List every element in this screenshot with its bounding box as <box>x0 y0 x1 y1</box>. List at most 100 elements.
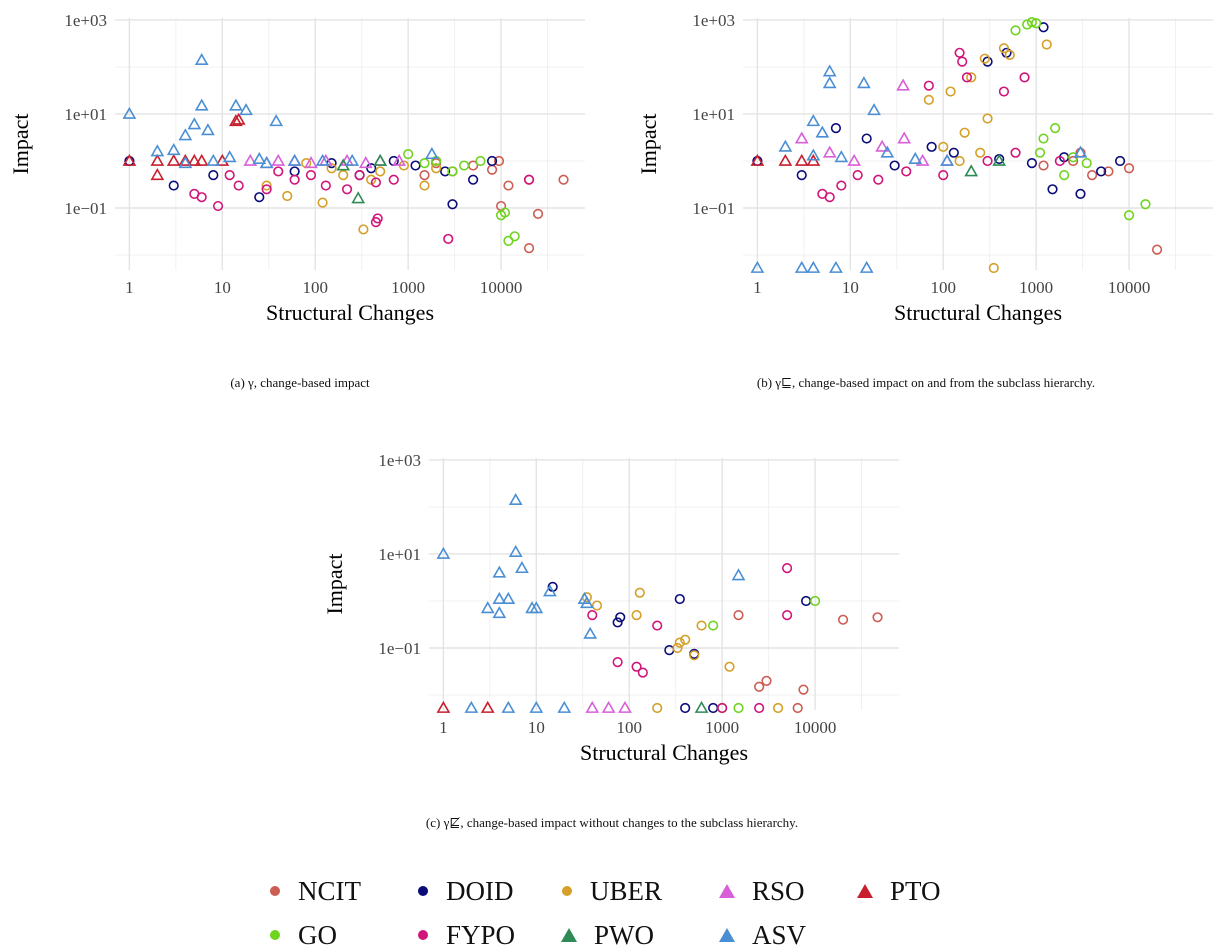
data-point <box>806 260 821 273</box>
data-point <box>961 72 973 83</box>
data-point <box>1059 170 1070 181</box>
data-point <box>1004 49 1015 61</box>
data-point <box>957 56 968 67</box>
chart-panel-b: 1 10 100 1000 10000 1e−01 1e+01 1e+03 Structural… <box>628 0 1224 360</box>
legend-item-pwo: PWO <box>560 918 654 952</box>
legend-item-doid: DOID <box>416 874 514 908</box>
scatter-chart-b: 1 10 100 1000 10000 1e−01 1e+01 1e+03 Structural… <box>636 11 1213 325</box>
data-point <box>492 591 507 604</box>
data-point <box>464 700 479 713</box>
legend-item-go: GO <box>268 918 337 952</box>
data-point <box>273 166 284 177</box>
y-tick-label: 1e−01 <box>378 639 421 658</box>
data-point <box>637 667 648 678</box>
data-point <box>612 617 623 628</box>
data-point <box>486 155 498 167</box>
scatter-chart-c: 1 10 100 1000 10000 1e−01 1e+01 1e+03 Structural… <box>322 451 899 765</box>
data-point <box>1026 158 1038 169</box>
data-point <box>664 645 675 656</box>
data-point <box>410 160 421 171</box>
y-tick-label: 1e+03 <box>692 11 735 30</box>
data-point <box>822 76 837 89</box>
points <box>122 52 569 254</box>
data-point <box>782 563 793 574</box>
data-point <box>1140 199 1151 210</box>
data-point <box>196 192 207 203</box>
data-point <box>440 166 451 177</box>
data-point <box>289 174 300 185</box>
data-point <box>954 155 965 167</box>
data-point <box>1114 155 1126 167</box>
data-point <box>1047 184 1058 195</box>
data-point <box>938 170 949 181</box>
data-point <box>480 700 495 713</box>
data-point <box>982 155 993 167</box>
data-point <box>1019 72 1030 83</box>
data-point <box>979 53 990 64</box>
data-point <box>493 155 505 167</box>
data-point <box>998 43 1010 54</box>
data-point <box>206 153 221 166</box>
data-point <box>830 123 842 134</box>
data-point <box>782 610 793 621</box>
data-point <box>861 133 872 144</box>
x-tick-label: 10000 <box>480 278 523 297</box>
data-point <box>872 612 883 623</box>
data-point <box>708 702 719 714</box>
y-tick-label: 1e+01 <box>64 105 107 124</box>
data-point <box>443 233 454 245</box>
data-point <box>492 606 507 619</box>
data-point <box>304 156 318 169</box>
data-point <box>794 131 809 144</box>
data-point <box>794 260 809 273</box>
legend-label: RSO <box>752 875 805 906</box>
y-tick-label: 1e+03 <box>64 11 107 30</box>
data-point <box>612 657 623 668</box>
data-point <box>222 150 237 163</box>
data-point <box>259 156 274 169</box>
data-point <box>1075 188 1086 199</box>
data-point <box>271 153 286 166</box>
legend-item-asv: ASV <box>718 918 806 952</box>
y-tick-label: 1e+01 <box>378 545 421 564</box>
legend-marker <box>418 886 428 896</box>
y-tick-label: 1e+03 <box>378 451 421 470</box>
y-tick-label: 1e+01 <box>692 105 735 124</box>
data-point <box>1103 166 1114 177</box>
data-point <box>194 98 209 111</box>
data-point <box>419 170 430 181</box>
data-point <box>261 180 272 191</box>
data-point <box>150 168 165 181</box>
data-point <box>680 702 691 714</box>
x-tick-label: 100 <box>302 278 328 297</box>
data-point <box>940 153 954 166</box>
data-point <box>501 700 516 713</box>
x-axis-title: Structural Changes <box>894 300 1062 325</box>
data-point <box>1038 133 1049 144</box>
y-axis-title: Impact <box>8 113 33 174</box>
data-point <box>847 153 862 166</box>
data-point <box>822 145 837 158</box>
data-point <box>731 568 746 581</box>
data-point <box>1054 155 1065 167</box>
data-point <box>824 192 835 203</box>
data-point <box>468 174 479 185</box>
data-point <box>901 166 912 177</box>
data-point <box>269 114 284 127</box>
data-point <box>373 153 388 166</box>
legend-marker <box>719 928 735 942</box>
data-point <box>372 213 383 224</box>
data-point <box>239 103 253 116</box>
data-point <box>515 561 529 574</box>
data-point <box>231 112 246 125</box>
data-point <box>822 64 837 77</box>
data-point <box>194 153 209 166</box>
data-point <box>615 612 626 623</box>
y-tick-label: 1e−01 <box>64 199 107 218</box>
data-point <box>436 700 451 713</box>
data-point <box>289 166 300 177</box>
data-point <box>419 180 430 191</box>
data-point <box>419 158 430 169</box>
data-point <box>326 163 337 174</box>
data-point <box>680 634 691 645</box>
